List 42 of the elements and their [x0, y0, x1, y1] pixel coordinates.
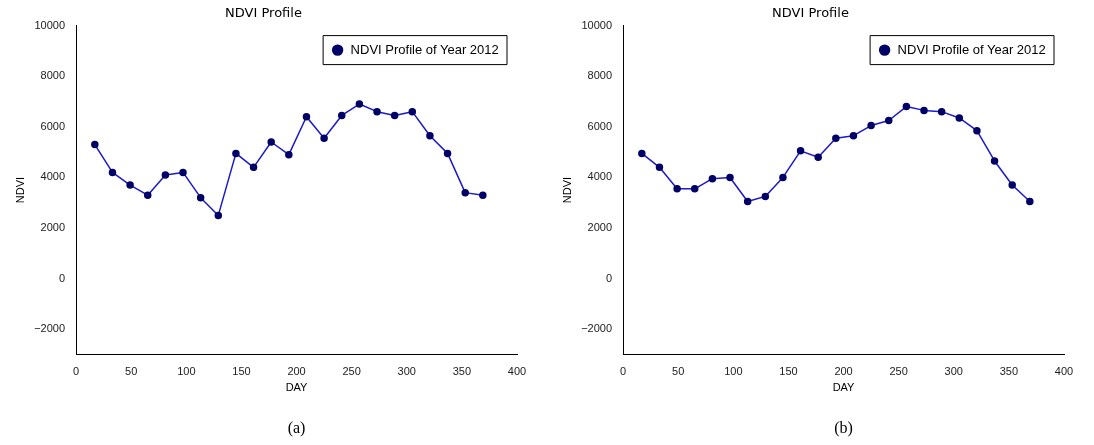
y-tick-label: −2000: [581, 322, 613, 335]
x-tick-label: 50: [125, 365, 138, 378]
y-tick-label: −2000: [34, 322, 66, 335]
x-tick-label: 50: [672, 365, 685, 378]
x-tick-label: 0: [73, 365, 80, 378]
x-tick-label: 150: [779, 365, 798, 378]
y-tick-label: 10000: [34, 18, 66, 31]
x-tick-label: 300: [397, 365, 416, 378]
x-tick-label: 200: [834, 365, 853, 378]
x-tick-label: 200: [287, 365, 306, 378]
x-axis-title: DAY: [832, 381, 856, 394]
x-tick-label: 250: [889, 365, 908, 378]
x-tick-label: 350: [999, 365, 1019, 378]
y-tick-label: 4000: [587, 170, 613, 183]
y-axis-title: NDVI: [13, 176, 26, 204]
text: (a): [287, 419, 306, 438]
legend-label: NDVI Profile of Year 2012: [350, 41, 499, 57]
y-tick-label: 2000: [40, 221, 66, 234]
text: (b): [834, 419, 853, 438]
legend-label: NDVI Profile of Year 2012: [897, 41, 1046, 57]
chart-title: NDVI Profile: [225, 5, 302, 21]
x-tick-label: 400: [507, 365, 527, 378]
x-tick-label: 0: [620, 365, 627, 378]
x-tick-label: 100: [177, 365, 196, 378]
x-axis-title: DAY: [285, 381, 309, 394]
y-tick-label: 2000: [587, 221, 613, 234]
y-tick-label: 0: [605, 271, 613, 284]
x-tick-label: 250: [342, 365, 361, 378]
y-tick-label: 8000: [587, 69, 613, 82]
x-tick-label: 150: [232, 365, 251, 378]
chart-title: NDVI Profile: [772, 5, 849, 21]
x-tick-label: 400: [1054, 365, 1074, 378]
y-axis-title: NDVI: [560, 176, 573, 204]
x-tick-label: 350: [452, 365, 472, 378]
y-tick-label: 8000: [40, 69, 66, 82]
x-tick-label: 100: [724, 365, 743, 378]
y-tick-label: 0: [58, 271, 66, 284]
y-tick-label: 6000: [40, 119, 66, 132]
y-tick-label: 4000: [40, 170, 66, 183]
y-tick-label: 10000: [581, 18, 613, 31]
y-tick-label: 6000: [587, 119, 613, 132]
x-tick-label: 300: [944, 365, 963, 378]
